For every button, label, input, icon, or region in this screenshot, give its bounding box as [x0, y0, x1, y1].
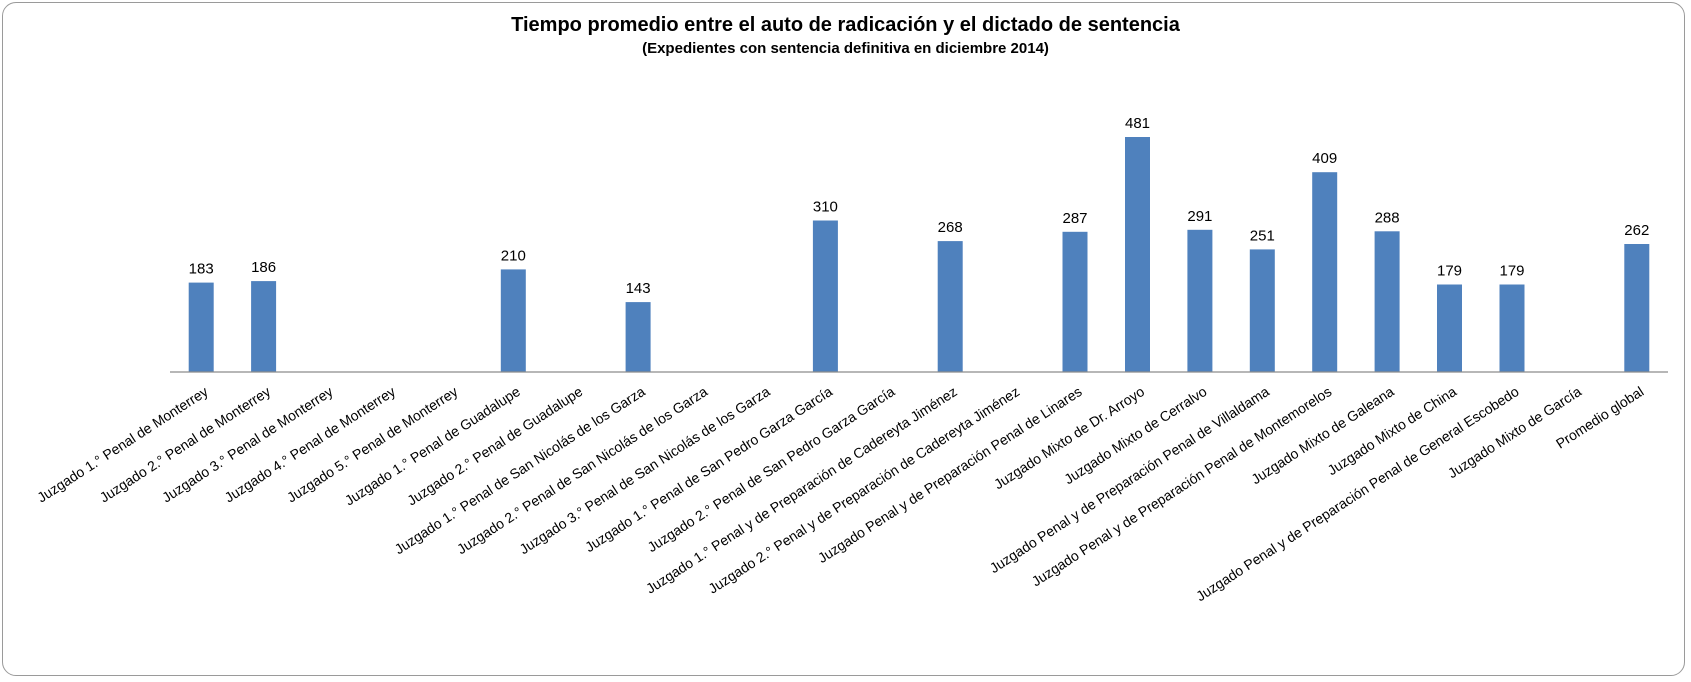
- bar-16: [1125, 137, 1150, 372]
- value-label-18: 251: [1250, 227, 1275, 244]
- bar-18: [1249, 249, 1275, 372]
- value-label-17: 291: [1187, 208, 1212, 225]
- bar-1: [188, 282, 214, 372]
- value-label-11: 310: [813, 199, 838, 216]
- value-label-20: 288: [1375, 209, 1400, 226]
- bar-13: [937, 241, 963, 372]
- value-label-19: 409: [1312, 150, 1337, 167]
- bar-11: [812, 220, 838, 372]
- value-label-22: 179: [1499, 263, 1524, 280]
- value-label-15: 287: [1062, 210, 1087, 227]
- bar-15: [1062, 231, 1088, 372]
- value-label-16: 481: [1125, 115, 1150, 132]
- chart-subtitle: (Expedientes con sentencia definitiva en…: [642, 40, 1049, 57]
- bar-17: [1187, 229, 1213, 372]
- bar-8: [625, 302, 651, 372]
- value-label-2: 186: [251, 259, 276, 276]
- value-label-8: 143: [626, 280, 651, 297]
- value-label-13: 268: [938, 219, 963, 236]
- bar-2: [251, 281, 277, 372]
- chart-title: Tiempo promedio entre el auto de radicac…: [511, 14, 1180, 36]
- value-label-6: 210: [501, 247, 526, 264]
- bar-6: [500, 269, 526, 372]
- value-label-21: 179: [1437, 263, 1462, 280]
- category-label-18: Juzgado Penal y de Preparación Penal de …: [987, 383, 1272, 576]
- bar-22: [1499, 284, 1525, 372]
- bar-20: [1374, 231, 1400, 372]
- bar-19: [1312, 172, 1338, 372]
- bar-21: [1437, 284, 1462, 372]
- bar-24: [1624, 244, 1650, 372]
- value-label-24: 262: [1624, 222, 1649, 239]
- value-label-1: 183: [189, 261, 214, 278]
